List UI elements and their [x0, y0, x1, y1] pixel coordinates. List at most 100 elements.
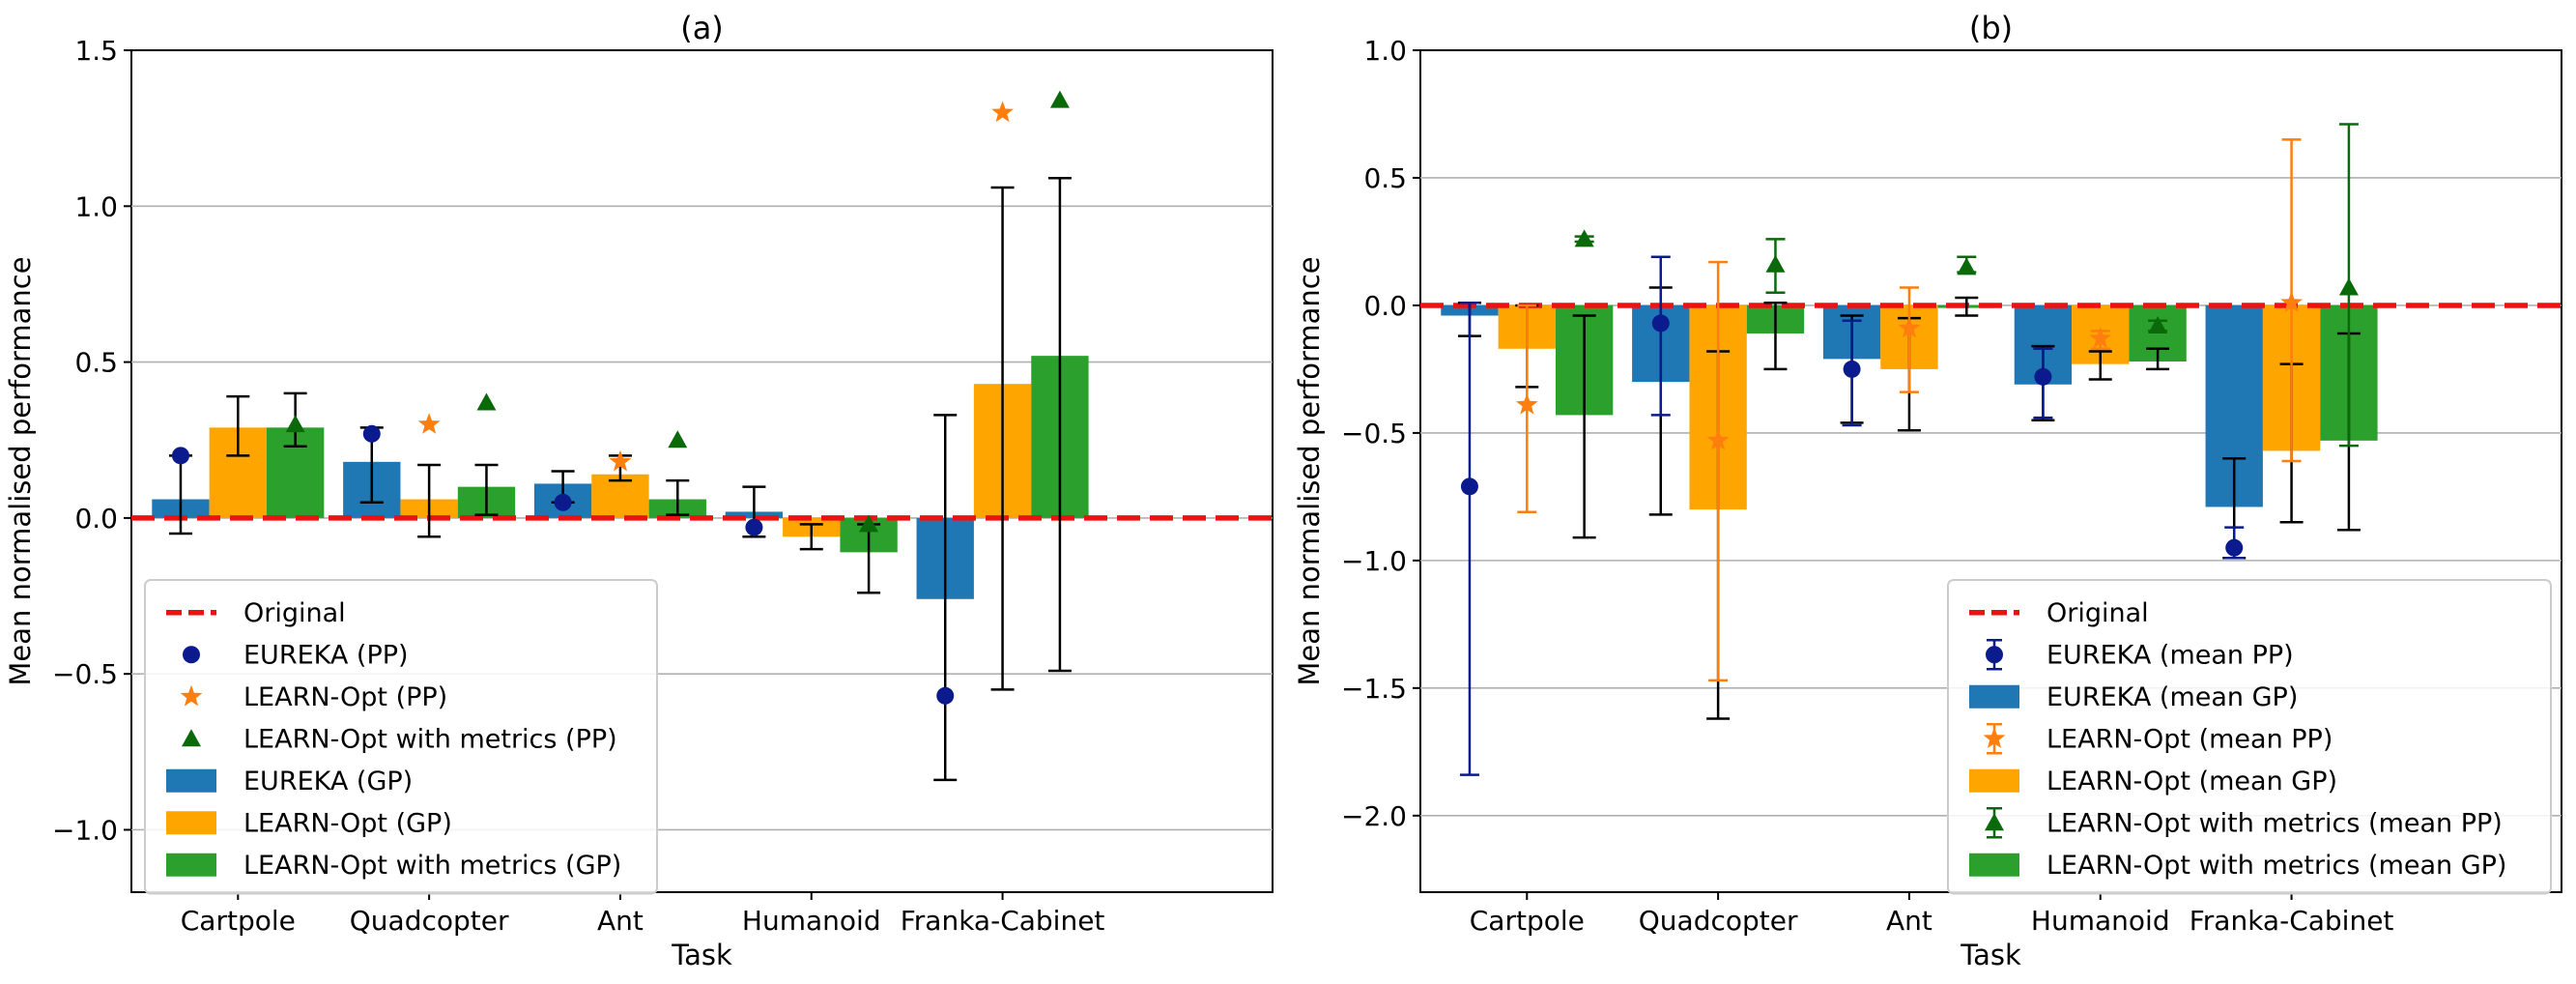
- legend-item-eureka-gp: EUREKA (GP): [166, 767, 413, 796]
- y-tick-label: −0.5: [1341, 418, 1407, 449]
- error-bar-learn-opt-gp-humanoid: [799, 523, 823, 551]
- plot-area-a: [130, 49, 1274, 893]
- legend-a: Original EUREKA (PP) LEARN-Opt (PP) LEARN-O…: [144, 579, 658, 895]
- point-error-eureka-mean-pp-quadcopter: [1650, 255, 1671, 417]
- legend-label: Original: [2046, 598, 2149, 628]
- chart-title-b: (b): [1969, 10, 2013, 46]
- point-learn-opt-pp-franka-cabinet: [991, 101, 1014, 123]
- legend-swatch-learn-opt-mean-gp: [1969, 768, 2019, 793]
- chart-panel-a: −1.0 −0.5 0.0 0.5 1.0 1.5 Cartpole Quadcopter A…: [4, 10, 1274, 971]
- legend-label: Original: [243, 598, 346, 628]
- legend-label: LEARN-Opt with metrics (mean GP): [2046, 851, 2506, 881]
- legend-item-learn-opt-pp: LEARN-Opt (PP): [180, 682, 447, 712]
- legend-label: LEARN-Opt (PP): [243, 682, 447, 712]
- legend-item-eureka-pp: EUREKA (PP): [183, 640, 409, 670]
- point-learn-opt-with-metrics-pp-quadcopter: [476, 392, 497, 411]
- x-axis-label-b: Task: [1960, 939, 2021, 971]
- y-tick-label: −0.5: [52, 658, 118, 690]
- legend-item-learn-opt-mean-pp: LEARN-Opt (mean PP): [1983, 723, 2333, 755]
- point-eureka-mean-pp-cartpole: [1460, 478, 1478, 496]
- legend-marker-learn-opt-with-metrics-pp: [182, 729, 201, 747]
- legend-item-learn-opt-with-metrics-mean-gp: LEARN-Opt with metrics (mean GP): [1969, 851, 2506, 881]
- point-learn-opt-with-metrics-mean-pp-franka-cabinet: [2338, 277, 2359, 296]
- legend-marker-eureka-pp: [183, 646, 200, 664]
- point-eureka-pp-ant: [554, 493, 572, 511]
- error-bar-learn-opt-mean-gp-humanoid: [2088, 350, 2112, 381]
- error-bar-learn-opt-gp-quadcopter: [417, 463, 442, 538]
- point-learn-opt-with-metrics-pp-humanoid: [859, 514, 879, 533]
- error-bar-learn-opt-with-metrics-gp-ant: [666, 478, 690, 516]
- y-tick-label: 1.0: [1363, 35, 1407, 67]
- legend-label: LEARN-Opt (mean PP): [2046, 724, 2333, 754]
- legend-item-learn-opt-gp: LEARN-Opt (GP): [166, 808, 452, 838]
- error-bar-learn-opt-gp-cartpole: [226, 394, 250, 457]
- x-tick-label: Franka-Cabinet: [901, 905, 1105, 937]
- legend-marker-learn-opt-with-metrics-mean-pp: [1985, 813, 2004, 831]
- legend-item-learn-opt-with-metrics-mean-pp: LEARN-Opt with metrics (mean PP): [1985, 807, 2503, 839]
- y-tick-label: −1.0: [52, 814, 118, 846]
- legend-item-learn-opt-mean-gp: LEARN-Opt (mean GP): [1969, 767, 2337, 796]
- legend-marker-eureka-mean-pp: [1986, 646, 2003, 664]
- legend-box: [144, 579, 658, 895]
- point-eureka-pp-humanoid: [745, 518, 763, 536]
- point-eureka-mean-pp-franka-cabinet: [2225, 538, 2244, 557]
- legend-label: LEARN-Opt with metrics (mean PP): [2046, 808, 2503, 838]
- point-eureka-mean-pp-ant: [1843, 360, 1861, 378]
- legend-swatch-learn-opt-gp: [166, 811, 216, 835]
- x-tick-label: Quadcopter: [350, 905, 509, 937]
- point-eureka-mean-pp-quadcopter: [1651, 314, 1670, 333]
- y-tick-label: 0.0: [74, 503, 118, 535]
- x-axis-label-a: Task: [671, 939, 732, 971]
- y-tick-label: −1.5: [1341, 673, 1407, 705]
- point-eureka-pp-franka-cabinet: [936, 686, 955, 705]
- x-tick-label: Cartpole: [181, 905, 296, 937]
- point-learn-opt-with-metrics-mean-pp-quadcopter: [1765, 254, 1786, 273]
- point-eureka-pp-cartpole: [171, 447, 189, 465]
- x-tick-label: Ant: [1886, 905, 1932, 937]
- point-eureka-mean-pp-humanoid: [2034, 367, 2052, 386]
- x-ticks-a: Cartpole Quadcopter Ant Humanoid Franka-Cabi…: [181, 892, 1105, 937]
- point-learn-opt-with-metrics-mean-pp-humanoid: [2148, 316, 2168, 334]
- error-bar-eureka-gp-franka-cabinet: [933, 414, 958, 782]
- point-learn-opt-with-metrics-pp-franka-cabinet: [1049, 90, 1070, 108]
- error-bar-learn-opt-with-metrics-mean-gp-humanoid: [2146, 347, 2170, 371]
- legend-label: LEARN-Opt (mean GP): [2046, 767, 2337, 796]
- point-learn-opt-mean-pp-quadcopter: [1706, 428, 1730, 450]
- x-tick-label: Humanoid: [742, 905, 881, 937]
- point-eureka-pp-quadcopter: [362, 424, 381, 443]
- point-learn-opt-with-metrics-mean-pp-ant: [1957, 257, 1977, 275]
- error-bar-learn-opt-with-metrics-gp-franka-cabinet: [1047, 177, 1072, 673]
- legend-swatch-eureka-mean-gp: [1969, 684, 2019, 709]
- legend-label: LEARN-Opt with metrics (GP): [243, 851, 621, 881]
- error-bar-learn-opt-gp-franka-cabinet: [990, 186, 1015, 691]
- y-tick-label: 1.0: [74, 190, 118, 222]
- legend-label: LEARN-Opt with metrics (PP): [243, 724, 617, 754]
- y-ticks-b: −2.0 −1.5 −1.0 −0.5 0.0 0.5 1.0: [1341, 35, 1420, 832]
- legend-b: Original EUREKA (mean PP) EUREKA (mean GP)…: [1947, 579, 2552, 895]
- y-axis-label-b: Mean normalised performance: [1293, 256, 1326, 685]
- point-learn-opt-with-metrics-mean-pp-cartpole: [1574, 229, 1594, 247]
- chart-title-a: (a): [680, 10, 724, 46]
- point-learn-opt-mean-pp-ant: [1898, 316, 1921, 338]
- x-tick-label: Franka-Cabinet: [2190, 905, 2394, 937]
- legend-label: LEARN-Opt (GP): [243, 808, 452, 838]
- legend-label: EUREKA (mean GP): [2046, 682, 2298, 712]
- error-bar-learn-opt-with-metrics-gp-quadcopter: [474, 463, 499, 516]
- error-bar-learn-opt-with-metrics-mean-gp-ant: [1955, 296, 1979, 317]
- point-learn-opt-with-metrics-pp-ant: [668, 430, 688, 449]
- x-tick-label: Humanoid: [2031, 905, 2170, 937]
- error-bar-learn-opt-with-metrics-mean-gp-quadcopter: [1763, 302, 1788, 371]
- point-error-learn-opt-mean-pp-ant: [1899, 286, 1919, 393]
- legend-swatch-eureka-gp: [166, 768, 216, 793]
- legend-box: [1947, 579, 2552, 895]
- point-learn-opt-pp-ant: [609, 449, 632, 472]
- legend-item-original: Original: [166, 598, 346, 628]
- y-axis-label-a: Mean normalised performance: [4, 256, 37, 685]
- legend-label: EUREKA (mean PP): [2046, 640, 2294, 670]
- x-tick-label: Ant: [597, 905, 644, 937]
- legend-item-learn-opt-with-metrics-pp: LEARN-Opt with metrics (PP): [182, 724, 617, 754]
- y-tick-label: 1.5: [74, 35, 118, 67]
- y-ticks-a: −1.0 −0.5 0.0 0.5 1.0 1.5: [52, 35, 131, 846]
- legend-marker-learn-opt-mean-pp: [1983, 727, 2006, 748]
- y-tick-label: −1.0: [1341, 545, 1407, 577]
